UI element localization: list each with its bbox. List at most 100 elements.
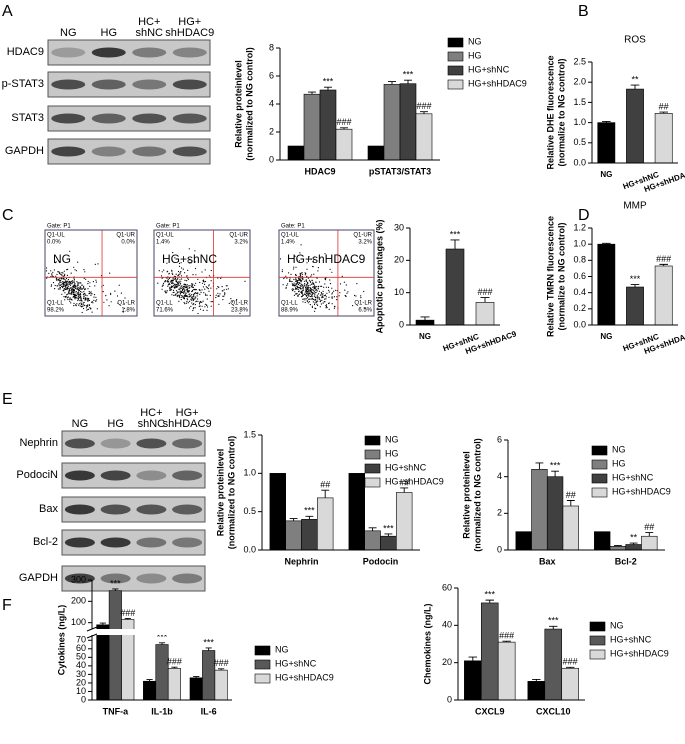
- flow-event: [344, 289, 346, 291]
- flow-event: [194, 267, 197, 270]
- flow-event: [87, 297, 89, 300]
- error-bar: [289, 518, 298, 521]
- flow-event: [59, 278, 61, 280]
- error-bar: [468, 656, 478, 661]
- flow-event: [79, 292, 81, 295]
- bar: [287, 145, 305, 161]
- error-bar: [549, 625, 558, 630]
- y-tick-label: 100: [71, 617, 86, 627]
- lane-label: NG: [60, 27, 77, 39]
- error-bar: [324, 86, 332, 90]
- flow-event: [63, 282, 65, 284]
- flow-event: [189, 300, 191, 302]
- legend-label: HG+shNC: [275, 658, 317, 668]
- flow-event: [176, 283, 178, 286]
- flow-event: [319, 257, 321, 259]
- flow-event: [172, 273, 174, 275]
- flow-event: [313, 295, 315, 297]
- bar: [475, 302, 495, 326]
- y-tick-label: 30: [76, 669, 86, 679]
- flow-event: [294, 255, 296, 257]
- flow-event: [83, 285, 85, 287]
- flow-event: [79, 305, 81, 307]
- legend-swatch: [364, 477, 381, 488]
- flow-event: [355, 295, 357, 297]
- flow-event: [169, 286, 171, 288]
- bar: [654, 265, 673, 326]
- flow-event: [201, 289, 203, 291]
- flow-event: [180, 299, 182, 301]
- flow-event: [328, 291, 330, 293]
- legend-swatch: [591, 459, 608, 470]
- flow-event: [324, 294, 327, 296]
- error-bar: [629, 542, 638, 545]
- flow-event: [319, 306, 321, 308]
- bar: [301, 519, 318, 551]
- flow-event: [78, 304, 80, 306]
- blot-band: [91, 113, 126, 124]
- flow-event: [308, 291, 310, 293]
- flow-event: [70, 280, 73, 282]
- y-axis-label: Relative proteinlevel: [215, 449, 225, 537]
- flow-event: [224, 294, 226, 296]
- error-bar: [502, 640, 511, 643]
- blot-band: [172, 79, 207, 90]
- flow-event: [291, 288, 293, 290]
- flow-event: [313, 284, 316, 286]
- flow-event: [223, 289, 225, 291]
- flow-event: [71, 292, 73, 294]
- flow-event: [91, 311, 93, 313]
- flow-event: [304, 284, 306, 286]
- lane-label: HG+: [178, 16, 201, 28]
- flow-event: [315, 281, 317, 283]
- flow-event: [318, 297, 321, 299]
- flow-event: [331, 287, 333, 289]
- flow-event: [346, 292, 348, 294]
- flow-event: [304, 272, 306, 274]
- flow-event: [313, 291, 315, 293]
- flow-event: [197, 278, 199, 280]
- flow-event: [72, 296, 74, 298]
- flow-event: [73, 285, 75, 287]
- bar: [641, 535, 658, 551]
- flow-event: [328, 308, 330, 310]
- flow-event: [319, 298, 321, 300]
- flow-event: [285, 275, 287, 277]
- flow-event: [227, 288, 229, 290]
- row-label: Bax: [39, 503, 58, 515]
- flow-event: [58, 278, 60, 280]
- flow-event: [193, 299, 195, 301]
- flow-event: [178, 280, 180, 283]
- error-bar: [404, 79, 412, 84]
- flow-event: [45, 270, 48, 272]
- panel-letter: B: [578, 3, 589, 20]
- flow-event: [69, 284, 72, 286]
- flow-event: [76, 288, 78, 291]
- bar: [214, 669, 228, 701]
- flow-event: [178, 291, 180, 293]
- flow-event: [79, 295, 82, 297]
- flow-event: [310, 291, 312, 293]
- bar: [544, 628, 563, 701]
- flow-event: [310, 298, 312, 300]
- flow-event: [177, 294, 179, 296]
- flow-event: [184, 279, 186, 281]
- flow-event: [87, 300, 89, 302]
- y-axis-label: Cytokines (ng/L): [56, 605, 66, 676]
- flow-event: [167, 285, 169, 287]
- flow-event: [71, 287, 73, 289]
- flow-event: [180, 287, 182, 289]
- blot-band: [172, 470, 203, 481]
- y-tick-label: 0.4: [573, 287, 586, 297]
- flow-event: [195, 292, 197, 294]
- flow-event: [322, 293, 324, 295]
- flow-event: [212, 301, 214, 303]
- sample-name: HG+shHDAC9: [287, 252, 366, 266]
- flow-event: [293, 294, 295, 296]
- bar: [303, 93, 321, 161]
- flow-event: [311, 294, 313, 296]
- flow-event: [73, 278, 75, 280]
- flow-event: [110, 292, 112, 294]
- flow-event: [304, 299, 306, 301]
- row-label: GAPDH: [5, 145, 44, 157]
